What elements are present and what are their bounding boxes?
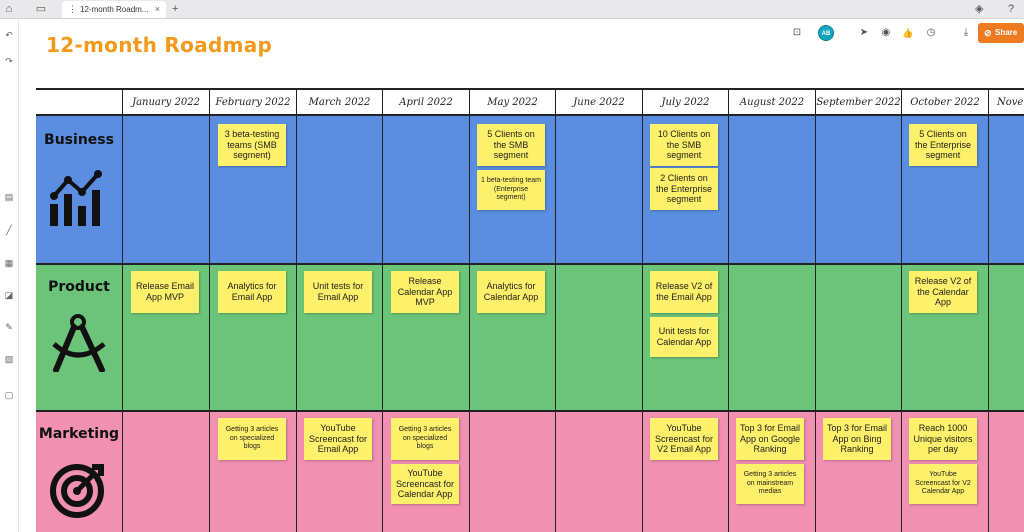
board-title[interactable]: 12-month Roadmap <box>46 33 273 57</box>
column-divider <box>642 116 643 532</box>
tab-menu-icon[interactable]: ⋮ <box>68 4 77 14</box>
settings-icon[interactable]: ◈ <box>975 3 984 15</box>
month-header: February 2022 <box>209 90 296 114</box>
sticky-note[interactable]: Top 3 for Email App on Google Ranking <box>736 418 804 460</box>
column-divider <box>988 116 989 532</box>
month-header: May 2022 <box>469 90 555 114</box>
lane-title-marketing[interactable]: Marketing <box>38 426 120 442</box>
sticky-note-icon[interactable]: ▤ <box>4 192 14 202</box>
sticky-note[interactable]: Release Email App MVP <box>131 271 199 313</box>
month-header: June 2022 <box>555 90 642 114</box>
timer-icon[interactable]: ◷ <box>926 27 936 38</box>
lane-title-business[interactable]: Business <box>44 132 114 148</box>
image-icon[interactable]: ▨ <box>4 354 14 364</box>
month-header: July 2022 <box>642 90 728 114</box>
cursor-icon[interactable]: ➤ <box>859 27 869 38</box>
sticky-note[interactable]: Getting 3 articles on specialized blogs <box>391 418 459 460</box>
roadmap-board: January 2022 February 2022 March 2022 Ap… <box>36 88 1024 532</box>
month-header-row: January 2022 February 2022 March 2022 Ap… <box>36 88 1024 116</box>
sticky-note[interactable]: Getting 3 articles on specialized blogs <box>218 418 286 460</box>
lane-title-product[interactable]: Product <box>48 279 110 295</box>
template-icon[interactable]: ▦ <box>4 258 14 268</box>
avatar[interactable]: AB <box>818 25 834 41</box>
share-icon: ⊘ <box>984 28 992 38</box>
share-label: Share <box>995 28 1018 37</box>
new-tab-icon[interactable]: + <box>172 3 179 15</box>
folder-icon[interactable]: ▭ <box>35 3 47 15</box>
column-divider <box>122 116 123 532</box>
sticky-note[interactable]: Unit tests for Calendar App <box>650 317 718 357</box>
column-divider <box>469 116 470 532</box>
home-icon[interactable]: ⌂ <box>5 3 13 15</box>
like-icon[interactable]: 👍 <box>902 28 914 38</box>
month-header: November 2022 <box>988 90 1024 114</box>
sticky-note[interactable]: Release V2 of the Email App <box>650 271 718 313</box>
sticky-note[interactable]: YouTube Screencast for Email App <box>304 418 372 460</box>
month-header: March 2022 <box>296 90 382 114</box>
present-icon[interactable]: ⊡ <box>792 27 802 38</box>
sticky-note[interactable]: 10 Clients on the SMB segment <box>650 124 718 166</box>
download-icon[interactable]: ⤓ <box>963 27 969 38</box>
undo-icon[interactable]: ↶ <box>5 30 13 40</box>
sticky-note[interactable]: Top 3 for Email App on Bing Ranking <box>823 418 891 460</box>
share-button[interactable]: ⊘ Share <box>978 23 1024 43</box>
line-icon[interactable]: ╱ <box>6 225 12 235</box>
month-header: August 2022 <box>728 90 815 114</box>
sticky-note[interactable]: 5 Clients on the Enterprise segment <box>909 124 977 166</box>
column-divider <box>728 116 729 532</box>
sticky-note[interactable]: YouTube Screencast for V2 Calendar App <box>909 464 977 504</box>
browser-tab-bar: ⌂ ▭ ⋮ 12-month Roadm... × + ◈ ? <box>0 0 1024 19</box>
month-header: April 2022 <box>382 90 469 114</box>
column-divider <box>555 116 556 532</box>
compass-icon <box>52 314 106 372</box>
column-divider <box>382 116 383 532</box>
month-header: January 2022 <box>122 90 209 114</box>
left-toolbar: ↶ ↷ ▤ ╱ ▦ ◪ ✎ ▨ ▢ <box>0 19 19 532</box>
target-icon <box>50 464 104 518</box>
sticky-note[interactable]: 5 Clients on the SMB segment <box>477 124 545 166</box>
sticky-note[interactable]: YouTube Screencast for Calendar App <box>391 464 459 504</box>
redo-icon[interactable]: ↷ <box>5 56 13 66</box>
draw-icon[interactable]: ✎ <box>5 322 13 332</box>
sticky-note[interactable]: 3 beta-testing teams (SMB segment) <box>218 124 286 166</box>
sticky-note[interactable]: 2 Clients on the Enterprise segment <box>650 168 718 210</box>
comment-icon[interactable]: ◪ <box>4 290 14 300</box>
tab-title: 12-month Roadm... <box>80 5 149 14</box>
column-divider <box>815 116 816 532</box>
sticky-note[interactable]: 1 beta-testing team (Enterprise segment) <box>477 170 545 210</box>
column-divider <box>209 116 210 532</box>
board-toolbar: ⊡ ➤ ◉ 👍 ◷ ⤓ <box>788 24 978 42</box>
view-icon[interactable]: ◉ <box>881 27 891 38</box>
sticky-note[interactable]: Unit tests for Email App <box>304 271 372 313</box>
sticky-note[interactable]: Release V2 of the Calendar App <box>909 271 977 313</box>
sticky-note[interactable]: Analytics for Calendar App <box>477 271 545 313</box>
month-header: September 2022 <box>815 90 901 114</box>
column-divider <box>296 116 297 532</box>
sticky-note[interactable]: Release Calendar App MVP <box>391 271 459 313</box>
sticky-note[interactable]: Getting 3 articles on mainstream medias <box>736 464 804 504</box>
month-header: October 2022 <box>901 90 988 114</box>
close-icon[interactable]: × <box>154 4 160 14</box>
bar-chart-icon <box>50 170 102 226</box>
column-divider <box>901 116 902 532</box>
browser-tab[interactable]: ⋮ 12-month Roadm... × <box>62 1 166 18</box>
sticky-note[interactable]: Analytics for Email App <box>218 271 286 313</box>
help-icon[interactable]: ? <box>1008 3 1015 15</box>
frame-icon[interactable]: ▢ <box>4 390 14 400</box>
sticky-note[interactable]: YouTube Screencast for V2 Email App <box>650 418 718 460</box>
sticky-note[interactable]: Reach 1000 Unique visitors per day <box>909 418 977 460</box>
